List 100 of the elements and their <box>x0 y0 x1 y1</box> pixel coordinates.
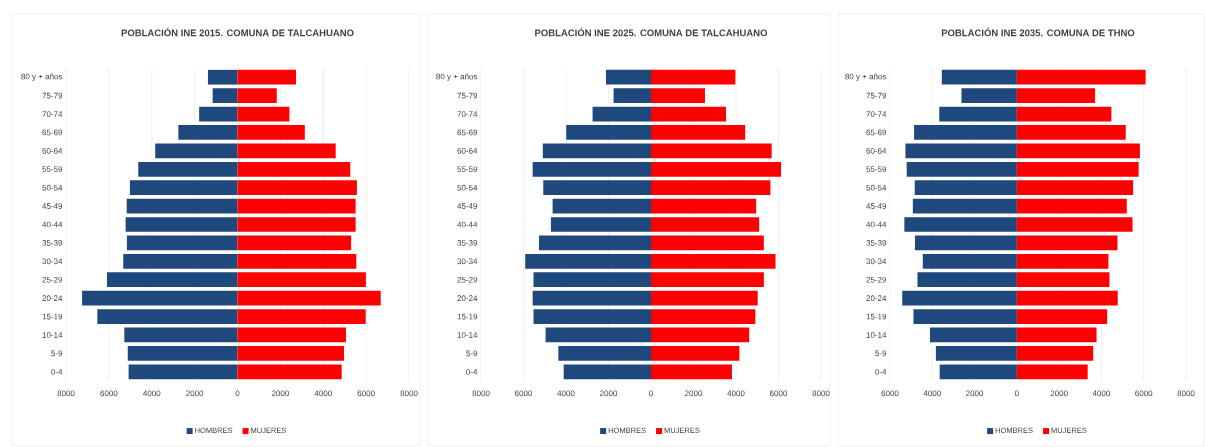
bar <box>237 161 351 177</box>
bar <box>939 364 1017 380</box>
bar <box>935 346 1017 361</box>
y-tick-label: 70-74 <box>866 111 887 117</box>
bar <box>237 125 305 140</box>
bar <box>212 88 238 103</box>
bar <box>1016 180 1134 196</box>
bar <box>539 235 651 251</box>
bar <box>651 346 740 361</box>
bar <box>1016 198 1127 214</box>
bar <box>914 180 1017 196</box>
y-tick-label: 15-19 <box>457 313 478 320</box>
y-tick-label: 30-34 <box>42 258 63 265</box>
bar <box>545 327 651 343</box>
bar <box>1016 106 1112 122</box>
x-tick-label: 8000 <box>812 390 830 397</box>
bar <box>651 309 756 324</box>
bar <box>542 143 651 159</box>
y-tick-label: 45-49 <box>457 203 478 209</box>
y-tick-label: 15-19 <box>42 313 63 320</box>
bar <box>125 217 238 232</box>
x-tick-label: 6000 <box>770 390 788 397</box>
x-tick-label: 4000 <box>923 390 941 397</box>
y-tick-label: 25-29 <box>866 276 887 283</box>
bar <box>237 364 342 380</box>
bar <box>651 69 736 85</box>
y-tick-label: 65-69 <box>42 129 63 136</box>
bar <box>558 346 651 361</box>
y-tick-label: 70-74 <box>457 111 478 117</box>
bar <box>106 272 238 288</box>
x-tick-label: 0 <box>235 390 240 397</box>
bar <box>138 161 238 177</box>
bar <box>651 290 758 306</box>
y-tick-label: 50-54 <box>866 184 887 191</box>
y-tick-label: 30-34 <box>866 258 887 265</box>
bar <box>613 88 651 103</box>
bar <box>123 253 238 269</box>
y-tick-label: 5-9 <box>875 350 887 357</box>
x-tick-label: 6000 <box>881 390 899 397</box>
bar <box>237 346 345 361</box>
bar <box>651 198 757 214</box>
y-tick-label: 80 y + años <box>21 73 63 81</box>
y-tick-label: 80 y + años <box>436 73 478 81</box>
bar <box>566 125 651 140</box>
bar <box>961 88 1017 103</box>
bar <box>97 309 238 324</box>
bar <box>605 69 651 85</box>
y-tick-label: 55-59 <box>866 166 887 173</box>
bar <box>651 143 772 159</box>
bar <box>237 143 336 159</box>
bar <box>127 346 238 361</box>
bar <box>237 327 346 343</box>
bar <box>552 198 651 214</box>
bar <box>128 364 238 380</box>
y-tick-label: 75-79 <box>42 92 63 99</box>
bar <box>905 143 1017 159</box>
bar <box>902 290 1017 306</box>
y-tick-label: 20-24 <box>457 295 478 301</box>
bar <box>914 235 1017 251</box>
y-tick-label: 10-14 <box>457 332 478 338</box>
bar <box>237 253 357 269</box>
bar <box>237 235 352 251</box>
y-tick-label: 25-29 <box>457 276 478 283</box>
bar <box>237 180 357 196</box>
bar <box>917 272 1017 288</box>
x-tick-label: 4000 <box>314 390 332 397</box>
y-tick-label: 10-14 <box>866 332 887 338</box>
bar <box>532 161 651 177</box>
y-tick-label: 50-54 <box>457 184 478 191</box>
bar <box>929 327 1017 343</box>
bar <box>237 106 290 122</box>
bar <box>237 69 297 85</box>
bar <box>525 253 651 269</box>
y-tick-label: 40-44 <box>457 221 478 228</box>
y-tick-label: 65-69 <box>457 129 478 136</box>
bar <box>237 309 366 324</box>
y-tick-label: 30-34 <box>457 258 478 265</box>
y-tick-label: 0-4 <box>875 368 887 375</box>
bar <box>651 88 705 103</box>
bar <box>906 161 1017 177</box>
y-tick-label: 5-9 <box>466 350 478 357</box>
y-tick-label: 40-44 <box>42 221 63 228</box>
y-tick-label: 55-59 <box>42 166 63 173</box>
y-tick-label: 80 y + años <box>845 73 887 81</box>
x-tick-label: 8000 <box>57 390 75 397</box>
x-tick-label: 4000 <box>1092 390 1111 397</box>
chart-title: POBLACIÓN INE 2035. COMUNA DE THNO <box>941 27 1135 37</box>
bar <box>1016 217 1133 232</box>
bar <box>1016 309 1108 324</box>
bar <box>1016 143 1140 159</box>
x-tick-label: 4000 <box>557 390 575 397</box>
bar <box>912 198 1017 214</box>
bar <box>199 106 238 122</box>
bar <box>922 253 1017 269</box>
y-tick-label: 45-49 <box>42 203 63 209</box>
bar <box>1016 253 1109 269</box>
bar <box>1016 346 1094 361</box>
bar <box>129 180 238 196</box>
y-tick-label: 50-54 <box>42 184 63 191</box>
bar <box>563 364 651 380</box>
